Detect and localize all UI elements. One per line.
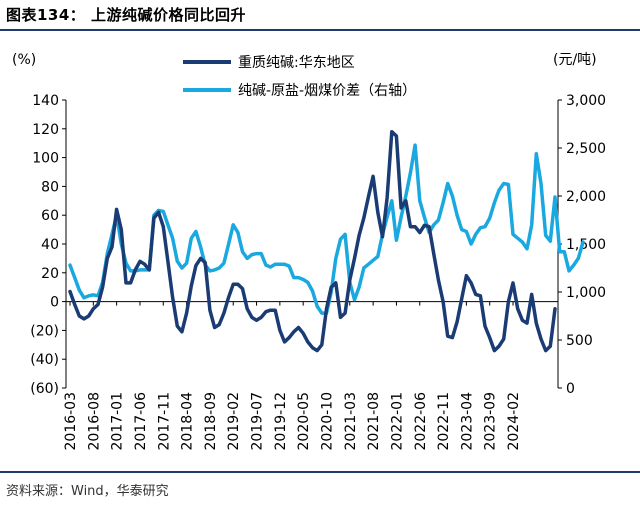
left-tick-label: (60) [30,381,59,397]
x-tick-label: 2020-10 [319,392,335,451]
x-tick-label: 2018-09 [203,392,219,451]
x-tick-label: 2019-07 [250,392,266,451]
legend: 重质纯碱:华东地区 纯碱-原盐-烟煤价差（右轴） [183,55,416,99]
x-tick-label: 2024-02 [506,392,522,451]
source-note: 资料来源：Wind，华泰研究 [6,484,169,499]
x-tick-label: 2019-02 [226,392,242,451]
right-tick-label: 2,000 [566,189,606,205]
x-tick-label: 2023-04 [459,392,475,451]
title-rule [0,29,640,31]
right-tick-label: 500 [566,333,593,349]
x-tick-label: 2023-09 [483,392,499,451]
left-axis-unit: (%) [12,52,36,68]
x-tick-label: 2017-06 [133,392,149,451]
right-tick-label: 3,000 [566,93,606,109]
left-tick-label: (40) [30,352,59,368]
x-tick-label: 2022-01 [389,392,405,451]
right-tick-label: 1,000 [566,285,606,301]
bottom-rule [0,471,640,473]
right-tick-label: 0 [566,381,575,397]
x-tick-label: 2016-08 [86,392,102,451]
legend-label-series-1: 重质纯碱:华东地区 [238,55,355,71]
x-tick-label: 2019-12 [273,392,289,451]
left-tick-label: 140 [32,93,59,109]
left-tick-label: 40 [41,237,59,253]
x-tick-label: 2018-04 [180,392,196,451]
x-tick-label: 2016-03 [63,392,79,451]
x-tick-label: 2020-05 [296,392,312,451]
left-tick-label: 20 [41,266,59,282]
x-tick-label: 2017-11 [156,392,172,451]
chart: 140 120 100 80 60 40 20 0 (20) (40) (60) 3,000 2,500… [12,52,606,451]
right-tick-label: 1,500 [566,237,606,253]
left-tick-label: 60 [41,208,59,224]
right-tick-label: 2,500 [566,141,606,157]
series-line-2 [68,143,585,315]
left-tick-label: 100 [32,151,59,167]
x-tick-label: 2021-03 [343,392,359,451]
left-tick-label: 80 [41,179,59,195]
plot-layer: 140 120 100 80 60 40 20 0 (20) (40) (60) 3,000 2,500… [30,93,606,451]
x-tick-label: 2022-11 [436,392,452,451]
right-axis-unit: (元/吨) [553,52,597,68]
x-tick-label: 2022-06 [413,392,429,451]
series-line-1 [68,129,557,353]
left-tick-label: (20) [30,323,59,339]
legend-label-series-2: 纯碱-原盐-烟煤价差（右轴） [238,83,416,99]
left-tick-label: 0 [50,295,59,311]
x-tick-label: 2017-01 [110,392,126,451]
x-tick-label: 2021-08 [366,392,382,451]
left-tick-label: 120 [32,122,59,138]
figure-title: 图表134： 上游纯碱价格同比回升 [6,6,247,24]
